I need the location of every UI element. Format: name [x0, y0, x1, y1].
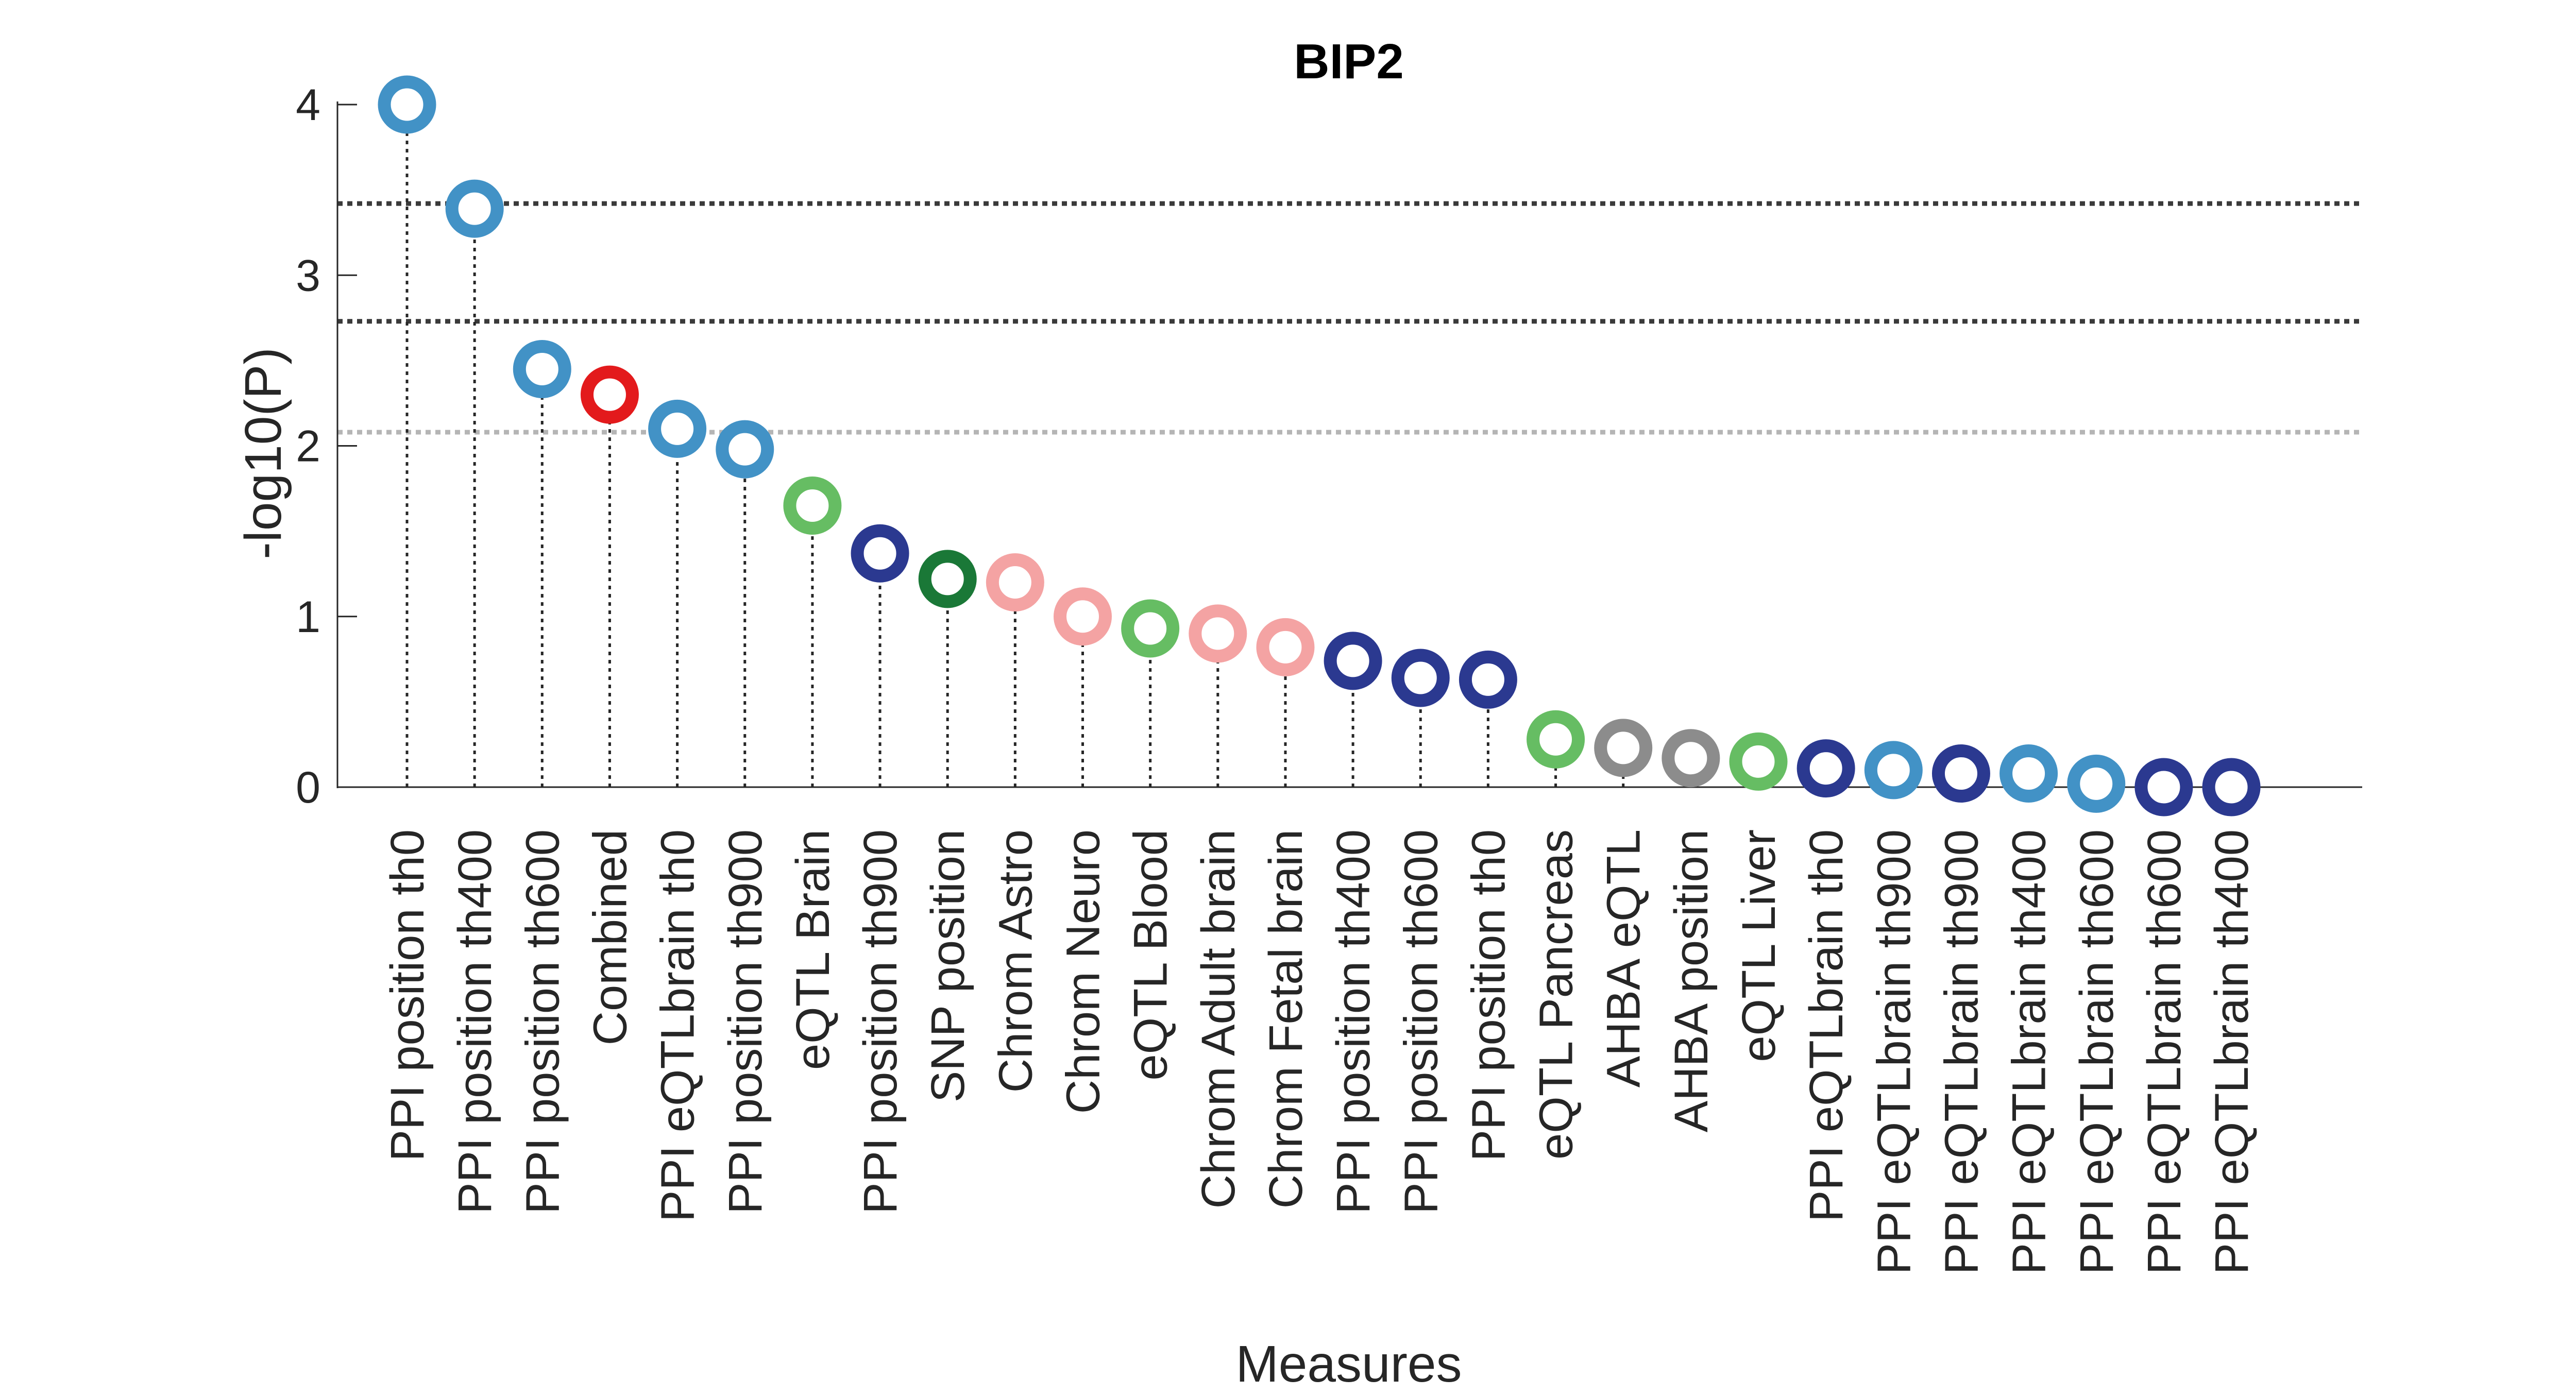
marker-19 — [1594, 719, 1653, 777]
x-tick-label-8: PPI position th900 — [854, 829, 907, 1214]
x-axis-label: Measures — [1235, 1335, 1462, 1393]
y-axis-label: -log10(P) — [234, 347, 292, 559]
x-tick-label-10: Chrom Astro — [989, 829, 1042, 1093]
x-tick-label-24: PPI eQTLbrain th900 — [1935, 829, 1988, 1274]
x-tick-label-26: PPI eQTLbrain th600 — [2071, 829, 2123, 1274]
marker-17 — [1459, 650, 1517, 709]
x-tick-label-20: AHBA position — [1665, 829, 1718, 1132]
x-tick-label-28: PPI eQTLbrain th400 — [2206, 829, 2258, 1274]
marker-21 — [1729, 732, 1788, 791]
x-tick-label-4: Combined — [584, 829, 636, 1045]
marker-2 — [445, 179, 504, 238]
x-tick-label-22: PPI eQTLbrain th0 — [1800, 829, 1853, 1222]
marker-16 — [1391, 649, 1450, 707]
x-tick-label-1: PPI position th0 — [381, 829, 434, 1161]
marker-11 — [1054, 587, 1112, 646]
marker-15 — [1324, 632, 1382, 690]
x-tick-label-18: eQTL Pancreas — [1530, 829, 1583, 1160]
marker-26 — [2067, 754, 2126, 813]
marker-3 — [513, 339, 571, 398]
marker-23 — [1864, 741, 1923, 799]
x-tick-label-13: Chrom Adult brain — [1192, 829, 1245, 1209]
marker-4 — [580, 365, 639, 424]
marker-20 — [1662, 729, 1720, 788]
marker-28 — [2202, 758, 2261, 816]
marker-22 — [1797, 739, 1855, 798]
markers — [378, 75, 2261, 816]
x-tick-label-6: PPI position th900 — [719, 829, 772, 1214]
marker-6 — [716, 420, 774, 479]
x-tick-label-27: PPI eQTLbrain th600 — [2138, 829, 2191, 1274]
x-tick-label-25: PPI eQTLbrain th400 — [2003, 829, 2056, 1274]
marker-7 — [783, 476, 842, 535]
x-tick-label-2: PPI position th400 — [449, 829, 501, 1214]
marker-8 — [851, 524, 909, 583]
x-tick-label-14: Chrom Fetal brain — [1260, 829, 1312, 1209]
marker-18 — [1527, 710, 1585, 769]
x-tick-label-23: PPI eQTLbrain th900 — [1868, 829, 1920, 1274]
x-tick-label-3: PPI position th600 — [516, 829, 569, 1214]
x-tick-label-17: PPI position th0 — [1462, 829, 1515, 1161]
x-tick-label-21: eQTL Liver — [1733, 829, 1785, 1062]
y-tick-label-4: 4 — [296, 80, 320, 130]
x-tick-label-11: Chrom Neuro — [1057, 829, 1110, 1114]
x-tick-label-9: SNP position — [922, 829, 974, 1102]
marker-24 — [1931, 744, 1990, 803]
y-tick-label-0: 0 — [296, 763, 320, 812]
marker-13 — [1189, 604, 1247, 663]
marker-25 — [1999, 744, 2058, 803]
x-tick-label-12: eQTL Blood — [1125, 829, 1177, 1081]
marker-9 — [918, 550, 977, 608]
x-tick-label-16: PPI position th600 — [1395, 829, 1447, 1214]
y-tick-labels: 0 1 2 3 4 — [296, 80, 320, 812]
marker-12 — [1121, 599, 1180, 658]
x-category-labels: PPI position th0 PPI position th400 PPI po… — [381, 829, 2258, 1274]
chart-title: BIP2 — [1294, 34, 1403, 89]
y-tick-label-1: 1 — [296, 592, 320, 642]
marker-1 — [378, 75, 436, 134]
marker-5 — [648, 399, 707, 458]
x-tick-label-19: AHBA eQTL — [1598, 829, 1650, 1087]
x-tick-label-15: PPI position th400 — [1327, 829, 1380, 1214]
marker-14 — [1256, 618, 1315, 676]
x-tick-label-7: eQTL Brain — [787, 829, 839, 1070]
y-tick-label-3: 3 — [296, 251, 320, 300]
threshold-lines — [337, 201, 2362, 435]
marker-27 — [2134, 758, 2193, 816]
marker-10 — [986, 553, 1044, 611]
x-tick-label-5: PPI eQTLbrain th0 — [652, 829, 704, 1222]
y-tick-label-2: 2 — [296, 422, 320, 471]
